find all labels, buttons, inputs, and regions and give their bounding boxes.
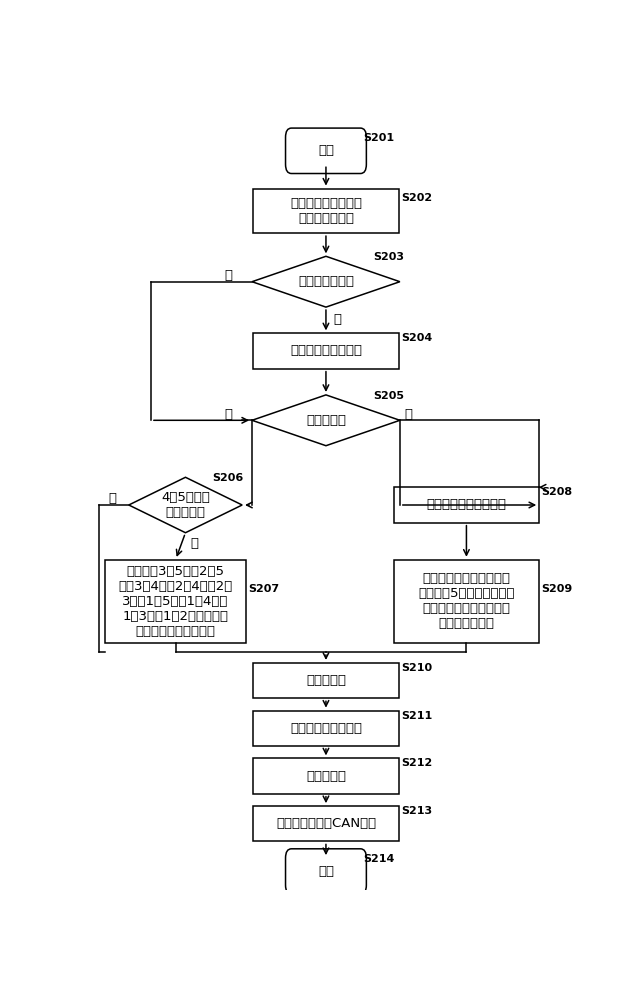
Polygon shape — [128, 477, 242, 533]
Text: S206: S206 — [212, 473, 244, 483]
Bar — [394, 560, 539, 643]
Text: 臂架末端的目标位置
与当前位置比较: 臂架末端的目标位置 与当前位置比较 — [290, 197, 362, 225]
Bar — [253, 663, 399, 698]
Text: 是否锁臂？: 是否锁臂？ — [306, 414, 346, 427]
Text: S208: S208 — [541, 487, 572, 497]
Bar — [253, 711, 399, 746]
Text: S205: S205 — [373, 391, 404, 401]
Bar — [253, 333, 399, 369]
Text: S212: S212 — [401, 758, 432, 768]
Text: S214: S214 — [363, 854, 394, 864]
Text: 4、5节臂动
满足条件？: 4、5节臂动 满足条件？ — [161, 491, 210, 519]
Text: 判断最优解: 判断最优解 — [306, 770, 346, 783]
Text: 得出各臂对应的角度: 得出各臂对应的角度 — [290, 722, 362, 735]
Polygon shape — [252, 395, 400, 446]
Text: 其他节臂按照非锁臂时的
算法，从5节臂到大臂依次
取两节臂计算，直到满足
条件，停止计算: 其他节臂按照非锁臂时的 算法，从5节臂到大臂依次 取两节臂计算，直到满足 条件，… — [418, 572, 515, 630]
Text: 求运动逆解: 求运动逆解 — [306, 674, 346, 687]
Text: 是: 是 — [405, 408, 413, 421]
Text: 将要求锁臂的位置固定: 将要求锁臂的位置固定 — [426, 498, 506, 512]
Text: S207: S207 — [249, 584, 280, 594]
Bar — [394, 487, 539, 523]
Text: 依次尝试3、5节，2、5
节，3、4节，2、4节，2、
3节，1、5节，1、4节，
1、3节，1、2节臂动，直
到满足条件，停止计算: 依次尝试3、5节，2、5 节，3、4节，2、4节，2、 3节，1、5节，1、4节… — [118, 565, 233, 638]
Text: S203: S203 — [373, 252, 404, 262]
Text: 是: 是 — [333, 313, 342, 326]
Bar — [253, 806, 399, 841]
FancyBboxPatch shape — [286, 128, 366, 174]
Text: S210: S210 — [401, 663, 432, 673]
Text: 否: 否 — [225, 408, 232, 421]
Text: 否: 否 — [190, 537, 198, 550]
Polygon shape — [252, 256, 400, 307]
Text: 结束: 结束 — [318, 865, 334, 878]
Text: S209: S209 — [541, 584, 572, 594]
Bar — [253, 189, 399, 233]
Text: S213: S213 — [401, 806, 432, 816]
Text: S202: S202 — [401, 193, 432, 203]
Text: 是: 是 — [109, 492, 116, 505]
Bar — [106, 560, 246, 643]
FancyBboxPatch shape — [286, 849, 366, 894]
Text: 需要空间转动？: 需要空间转动？ — [298, 275, 354, 288]
Text: 否: 否 — [225, 269, 232, 282]
Text: S201: S201 — [363, 133, 394, 143]
Text: S211: S211 — [401, 711, 432, 721]
Bar — [253, 758, 399, 794]
Text: S204: S204 — [401, 333, 432, 343]
Text: 转台旋转相应的角度: 转台旋转相应的角度 — [290, 344, 362, 358]
Text: 开始: 开始 — [318, 144, 334, 157]
Text: 将控制量发送到CAN总线: 将控制量发送到CAN总线 — [276, 817, 376, 830]
